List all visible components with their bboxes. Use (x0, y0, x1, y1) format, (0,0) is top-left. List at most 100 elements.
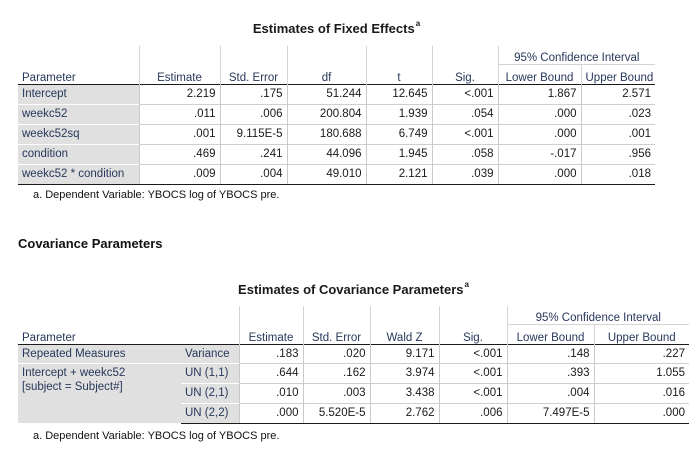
table-row: weekc52 * condition .009 .004 49.010 2.1… (18, 163, 655, 185)
table-cell: .039 (431, 163, 498, 185)
table-cell: .000 (497, 163, 581, 185)
table-cell: .000 (593, 402, 689, 424)
table-cell: .054 (431, 103, 498, 124)
table-cell: .004 (219, 163, 287, 185)
table-cell: 2.121 (365, 163, 432, 185)
covariance-title-text: Estimates of Covariance Parameters (238, 282, 464, 297)
table-cell: 44.096 (286, 143, 366, 164)
table-row: Intercept 2.219 .175 51.244 12.645 <.001… (18, 83, 655, 104)
table-cell: .011 (138, 103, 220, 124)
table-cell: <.001 (431, 83, 498, 104)
table-cell: 2.762 (369, 402, 439, 424)
cov-header-std-error: Std. Error (302, 324, 370, 344)
fixed-header-estimate: Estimate (138, 64, 220, 84)
table-cell: 9.171 (369, 343, 439, 363)
row-label: weekc52sq (18, 123, 139, 144)
table-cell: .004 (506, 382, 594, 403)
table-cell: .175 (219, 83, 287, 104)
table-cell: .956 (580, 143, 655, 164)
table-cell: .000 (497, 123, 581, 144)
fixed-header-t: t (365, 64, 432, 84)
table-cell: .227 (593, 343, 689, 363)
table-cell: .003 (302, 382, 370, 403)
table-cell: .000 (497, 103, 581, 124)
table-cell: 9.115E-5 (219, 123, 287, 144)
cov-header-upper-bound: Upper Bound (593, 323, 689, 344)
fixed-header-parameter: Parameter (22, 71, 76, 84)
row-group-label: Repeated Measures (18, 343, 181, 363)
table-row: Intercept + weekc52 [subject = Subject#]… (18, 362, 689, 423)
table-cell: .006 (219, 103, 287, 124)
table-cell: 5.520E-5 (302, 402, 370, 424)
table-cell: .009 (138, 163, 220, 185)
covariance-title-footnote-mark: a (464, 280, 469, 289)
table-cell: 3.438 (369, 382, 439, 403)
covariance-section-title: Covariance Parameters (18, 236, 163, 251)
table-cell: .018 (580, 163, 655, 185)
row-label: Intercept (18, 83, 139, 104)
table-cell: .020 (302, 343, 370, 363)
table-cell: <.001 (438, 362, 507, 383)
cov-header-estimate: Estimate (238, 324, 303, 344)
table-cell: 51.244 (286, 83, 366, 104)
covariance-ci-header: 95% Confidence Interval (506, 306, 689, 324)
table-cell: 1.055 (593, 362, 689, 383)
table-cell: .469 (138, 143, 220, 164)
row-label: condition (18, 143, 139, 164)
table-cell: .183 (238, 343, 303, 363)
row-label: Variance (181, 343, 239, 363)
table-cell: 6.749 (365, 123, 432, 144)
table-row: UN (2,1) .010 .003 3.438 <.001 .004 .016 (18, 382, 689, 403)
table-cell: -.017 (497, 143, 581, 164)
covariance-table: 95% Confidence Interval Parameter Estima… (18, 306, 689, 424)
table-cell: <.001 (431, 123, 498, 144)
table-row: weekc52 .011 .006 200.804 1.939 .054 .00… (18, 103, 655, 124)
table-cell: .001 (580, 123, 655, 144)
table-row: weekc52sq .001 9.115E-5 180.688 6.749 <.… (18, 123, 655, 144)
cov-header-lower-bound: Lower Bound (506, 323, 594, 344)
fixed-effects-title-footnote-mark: a (415, 19, 421, 28)
table-cell: .023 (580, 103, 655, 124)
fixed-effects-footnote: a. Dependent Variable: YBOCS log of YBOC… (33, 189, 280, 201)
row-label: UN (1,1) (181, 362, 239, 383)
table-cell: .058 (431, 143, 498, 164)
table-cell: 200.804 (286, 103, 366, 124)
table-cell: 3.974 (369, 362, 439, 383)
table-cell: .393 (506, 362, 594, 383)
table-row: UN (2,2) .000 5.520E-5 2.762 .006 7.497E… (18, 402, 689, 424)
fixed-ci-header: 95% Confidence Interval (497, 46, 655, 64)
row-label: UN (2,2) (181, 402, 239, 424)
cov-header-wald-z: Wald Z (369, 324, 439, 344)
cov-header-parameter: Parameter (22, 331, 76, 344)
table-cell: 12.645 (365, 83, 432, 104)
table-cell: 7.497E-5 (506, 402, 594, 424)
table-cell: <.001 (438, 343, 507, 363)
table-cell: .010 (238, 382, 303, 403)
fixed-header-std-error: Std. Error (219, 64, 287, 84)
row-label: weekc52 * condition (18, 163, 139, 185)
table-row: Repeated Measures Variance .183 .020 9.1… (18, 343, 689, 363)
table-cell: .241 (219, 143, 287, 164)
fixed-effects-title-text: Estimates of Fixed Effects (252, 21, 415, 36)
table-cell: .644 (238, 362, 303, 383)
cov-header-sig: Sig. (438, 324, 507, 344)
covariance-footnote: a. Dependent Variable: YBOCS log of YBOC… (33, 430, 280, 442)
table-cell: .148 (506, 343, 594, 363)
fixed-effects-table: 95% Confidence Interval Parameter Estima… (18, 46, 655, 185)
fixed-header-lower-bound: Lower Bound (497, 63, 581, 84)
table-cell: .162 (302, 362, 370, 383)
table-cell: 2.571 (580, 83, 655, 104)
table-row: condition .469 .241 44.096 1.945 .058 -.… (18, 143, 655, 164)
row-label: weekc52 (18, 103, 139, 124)
table-cell: .016 (593, 382, 689, 403)
fixed-header-upper-bound: Upper Bound (580, 63, 655, 84)
fixed-effects-title: Estimates of Fixed Effectsa (18, 19, 655, 36)
table-cell: .000 (238, 402, 303, 424)
table-cell: 1.867 (497, 83, 581, 104)
table-cell: .006 (438, 402, 507, 424)
fixed-header-df: df (286, 64, 366, 84)
covariance-title: Estimates of Covariance Parametersa (18, 280, 689, 297)
table-cell: 180.688 (286, 123, 366, 144)
row-group-label-line1: Intercept + weekc52 (22, 366, 126, 379)
table-cell: 1.945 (365, 143, 432, 164)
